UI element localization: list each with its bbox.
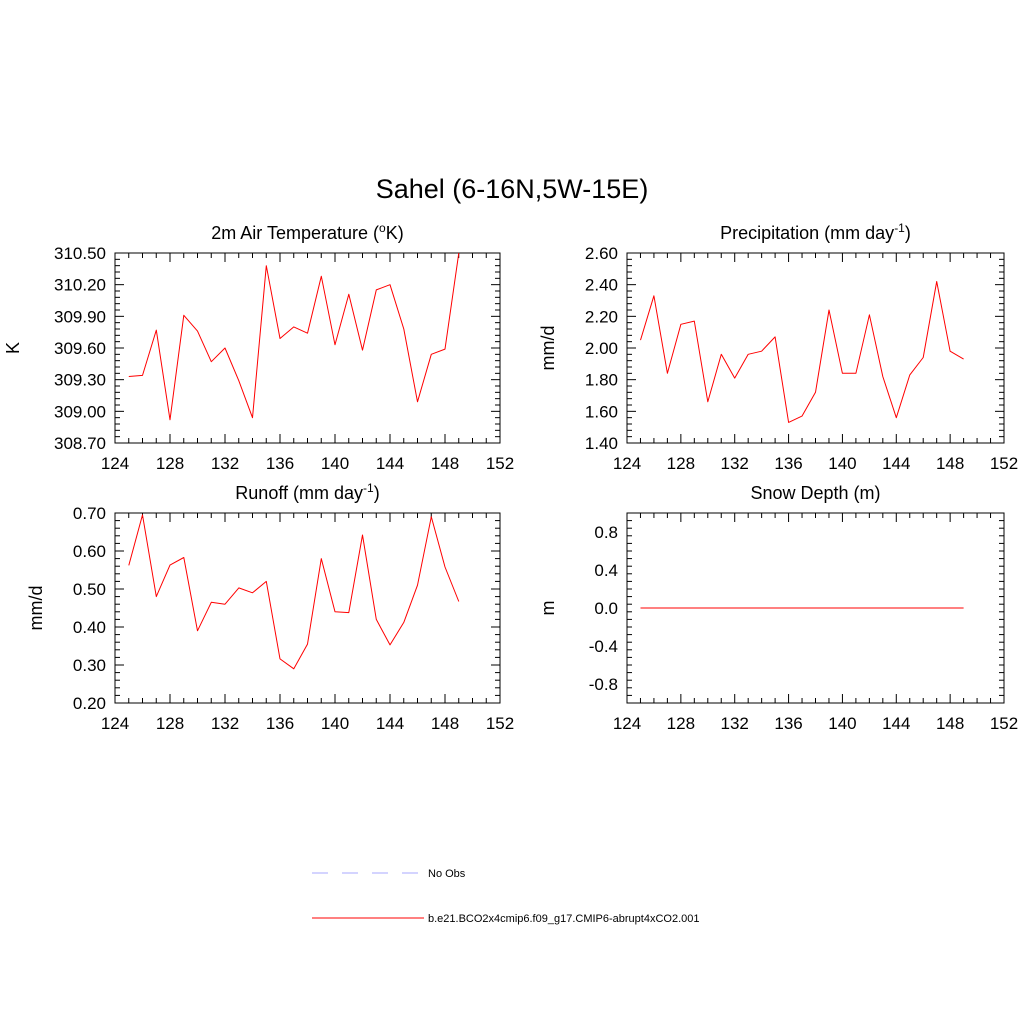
y-tick-label: 0.4 xyxy=(594,561,618,580)
x-tick-label: 136 xyxy=(266,454,294,473)
panel-title-suffix: K) xyxy=(386,223,404,243)
x-tick-label: 144 xyxy=(882,714,910,733)
y-tick-label: 0.70 xyxy=(73,504,106,523)
x-tick-label: 140 xyxy=(828,454,856,473)
y-tick-label: 0.30 xyxy=(73,656,106,675)
panel-title: Precipitation (mm day-1) xyxy=(720,221,911,243)
y-tick-label: 310.50 xyxy=(54,244,106,263)
y-tick-label: 2.20 xyxy=(585,307,618,326)
x-tick-label: 124 xyxy=(613,454,641,473)
y-tick-label: 310.20 xyxy=(54,276,106,295)
series-line xyxy=(128,514,460,670)
y-tick-label: 309.30 xyxy=(54,371,106,390)
x-tick-label: 124 xyxy=(101,454,129,473)
legend-model-label: b.e21.BCO2x4cmip6.f09_g17.CMIP6-abrupt4x… xyxy=(428,913,700,925)
y-tick-label: 2.40 xyxy=(585,276,618,295)
x-tick-label: 152 xyxy=(990,714,1018,733)
x-tick-label: 136 xyxy=(266,714,294,733)
x-tick-label: 128 xyxy=(156,454,184,473)
figure-title: Sahel (6-16N,5W-15E) xyxy=(376,174,649,204)
y-axis-label: m xyxy=(538,601,558,616)
panel-4: Snow Depth (m) 124 128 132 136 140 144 148 152 -0… xyxy=(538,483,1018,733)
x-tick-label: 140 xyxy=(321,714,349,733)
legend-no-obs-label: No Obs xyxy=(428,868,466,880)
y-tick-label: 0.20 xyxy=(73,694,106,713)
x-tick-label: 140 xyxy=(321,454,349,473)
y-tick-label: 308.70 xyxy=(54,434,106,453)
panel-title-text: Snow Depth (m) xyxy=(750,483,880,503)
panels: 2m Air Temperature (oK)124 128 132 136 140 14… xyxy=(3,221,1018,733)
x-tick-label: 132 xyxy=(211,714,239,733)
panel-2: Precipitation (mm day-1) 124 128 132 136 140 1… xyxy=(538,221,1018,473)
panel-title-superscript: -1 xyxy=(363,481,374,495)
y-tick-label: 1.60 xyxy=(585,402,618,421)
y-tick-label: -0.4 xyxy=(589,637,618,656)
x-tick-label: 144 xyxy=(882,454,910,473)
x-tick-label: 144 xyxy=(376,454,404,473)
x-tick-label: 148 xyxy=(936,714,964,733)
panel-title: Runoff (mm day-1) xyxy=(235,481,379,503)
panel-title-suffix: ) xyxy=(374,483,380,503)
x-tick-label: 124 xyxy=(613,714,641,733)
y-tick-label: 1.40 xyxy=(585,434,618,453)
panel-title-superscript: o xyxy=(379,221,386,235)
panel-title-text: Precipitation (mm day xyxy=(720,223,894,243)
panel-title: 2m Air Temperature (oK) xyxy=(211,221,403,243)
y-axis-label: K xyxy=(3,342,23,354)
x-tick-label: 148 xyxy=(431,714,459,733)
panel-title-superscript: -1 xyxy=(894,221,905,235)
plot-frame xyxy=(626,252,1005,444)
x-tick-label: 136 xyxy=(774,454,802,473)
x-tick-label: 152 xyxy=(486,454,514,473)
x-tick-label: 132 xyxy=(721,714,749,733)
panel-title-suffix: ) xyxy=(905,223,911,243)
y-tick-label: 2.00 xyxy=(585,339,618,358)
x-tick-label: 140 xyxy=(828,714,856,733)
y-tick-label: 0.0 xyxy=(594,599,618,618)
y-tick-label: -0.8 xyxy=(589,675,618,694)
y-tick-label: 1.80 xyxy=(585,371,618,390)
y-tick-label: 309.60 xyxy=(54,339,106,358)
y-tick-label: 0.8 xyxy=(594,523,618,542)
series-line xyxy=(640,281,964,423)
x-tick-label: 148 xyxy=(936,454,964,473)
x-tick-label: 128 xyxy=(667,714,695,733)
x-tick-label: 152 xyxy=(486,714,514,733)
y-tick-label: 309.00 xyxy=(54,402,106,421)
y-tick-label: 0.40 xyxy=(73,618,106,637)
y-tick-label: 0.60 xyxy=(73,542,106,561)
y-tick-label: 2.60 xyxy=(585,244,618,263)
panel-title-text: Runoff (mm day xyxy=(235,483,363,503)
x-tick-label: 136 xyxy=(774,714,802,733)
x-tick-label: 148 xyxy=(431,454,459,473)
panel-title-text: 2m Air Temperature ( xyxy=(211,223,379,243)
panel-3: Runoff (mm day-1) 124 128 132 136 140 144 148 15… xyxy=(26,481,514,733)
x-tick-label: 128 xyxy=(667,454,695,473)
legend: No Obs b.e21.BCO2x4cmip6.f09_g17.CMIP6-a… xyxy=(312,868,700,925)
x-tick-label: 128 xyxy=(156,714,184,733)
x-tick-label: 132 xyxy=(211,454,239,473)
panel-title: Snow Depth (m) xyxy=(750,483,880,503)
x-tick-label: 124 xyxy=(101,714,129,733)
y-axis-label: mm/d xyxy=(26,586,46,631)
y-tick-label: 309.90 xyxy=(54,307,106,326)
series-line xyxy=(128,252,460,421)
panel-1: 2m Air Temperature (oK) 124 128 132 136 140 14… xyxy=(3,221,514,473)
plot-frame xyxy=(114,512,501,704)
x-tick-label: 144 xyxy=(376,714,404,733)
plot-frame xyxy=(114,252,501,444)
y-axis-label: mm/d xyxy=(538,326,558,371)
x-tick-label: 152 xyxy=(990,454,1018,473)
y-tick-label: 0.50 xyxy=(73,580,106,599)
x-tick-label: 132 xyxy=(721,454,749,473)
